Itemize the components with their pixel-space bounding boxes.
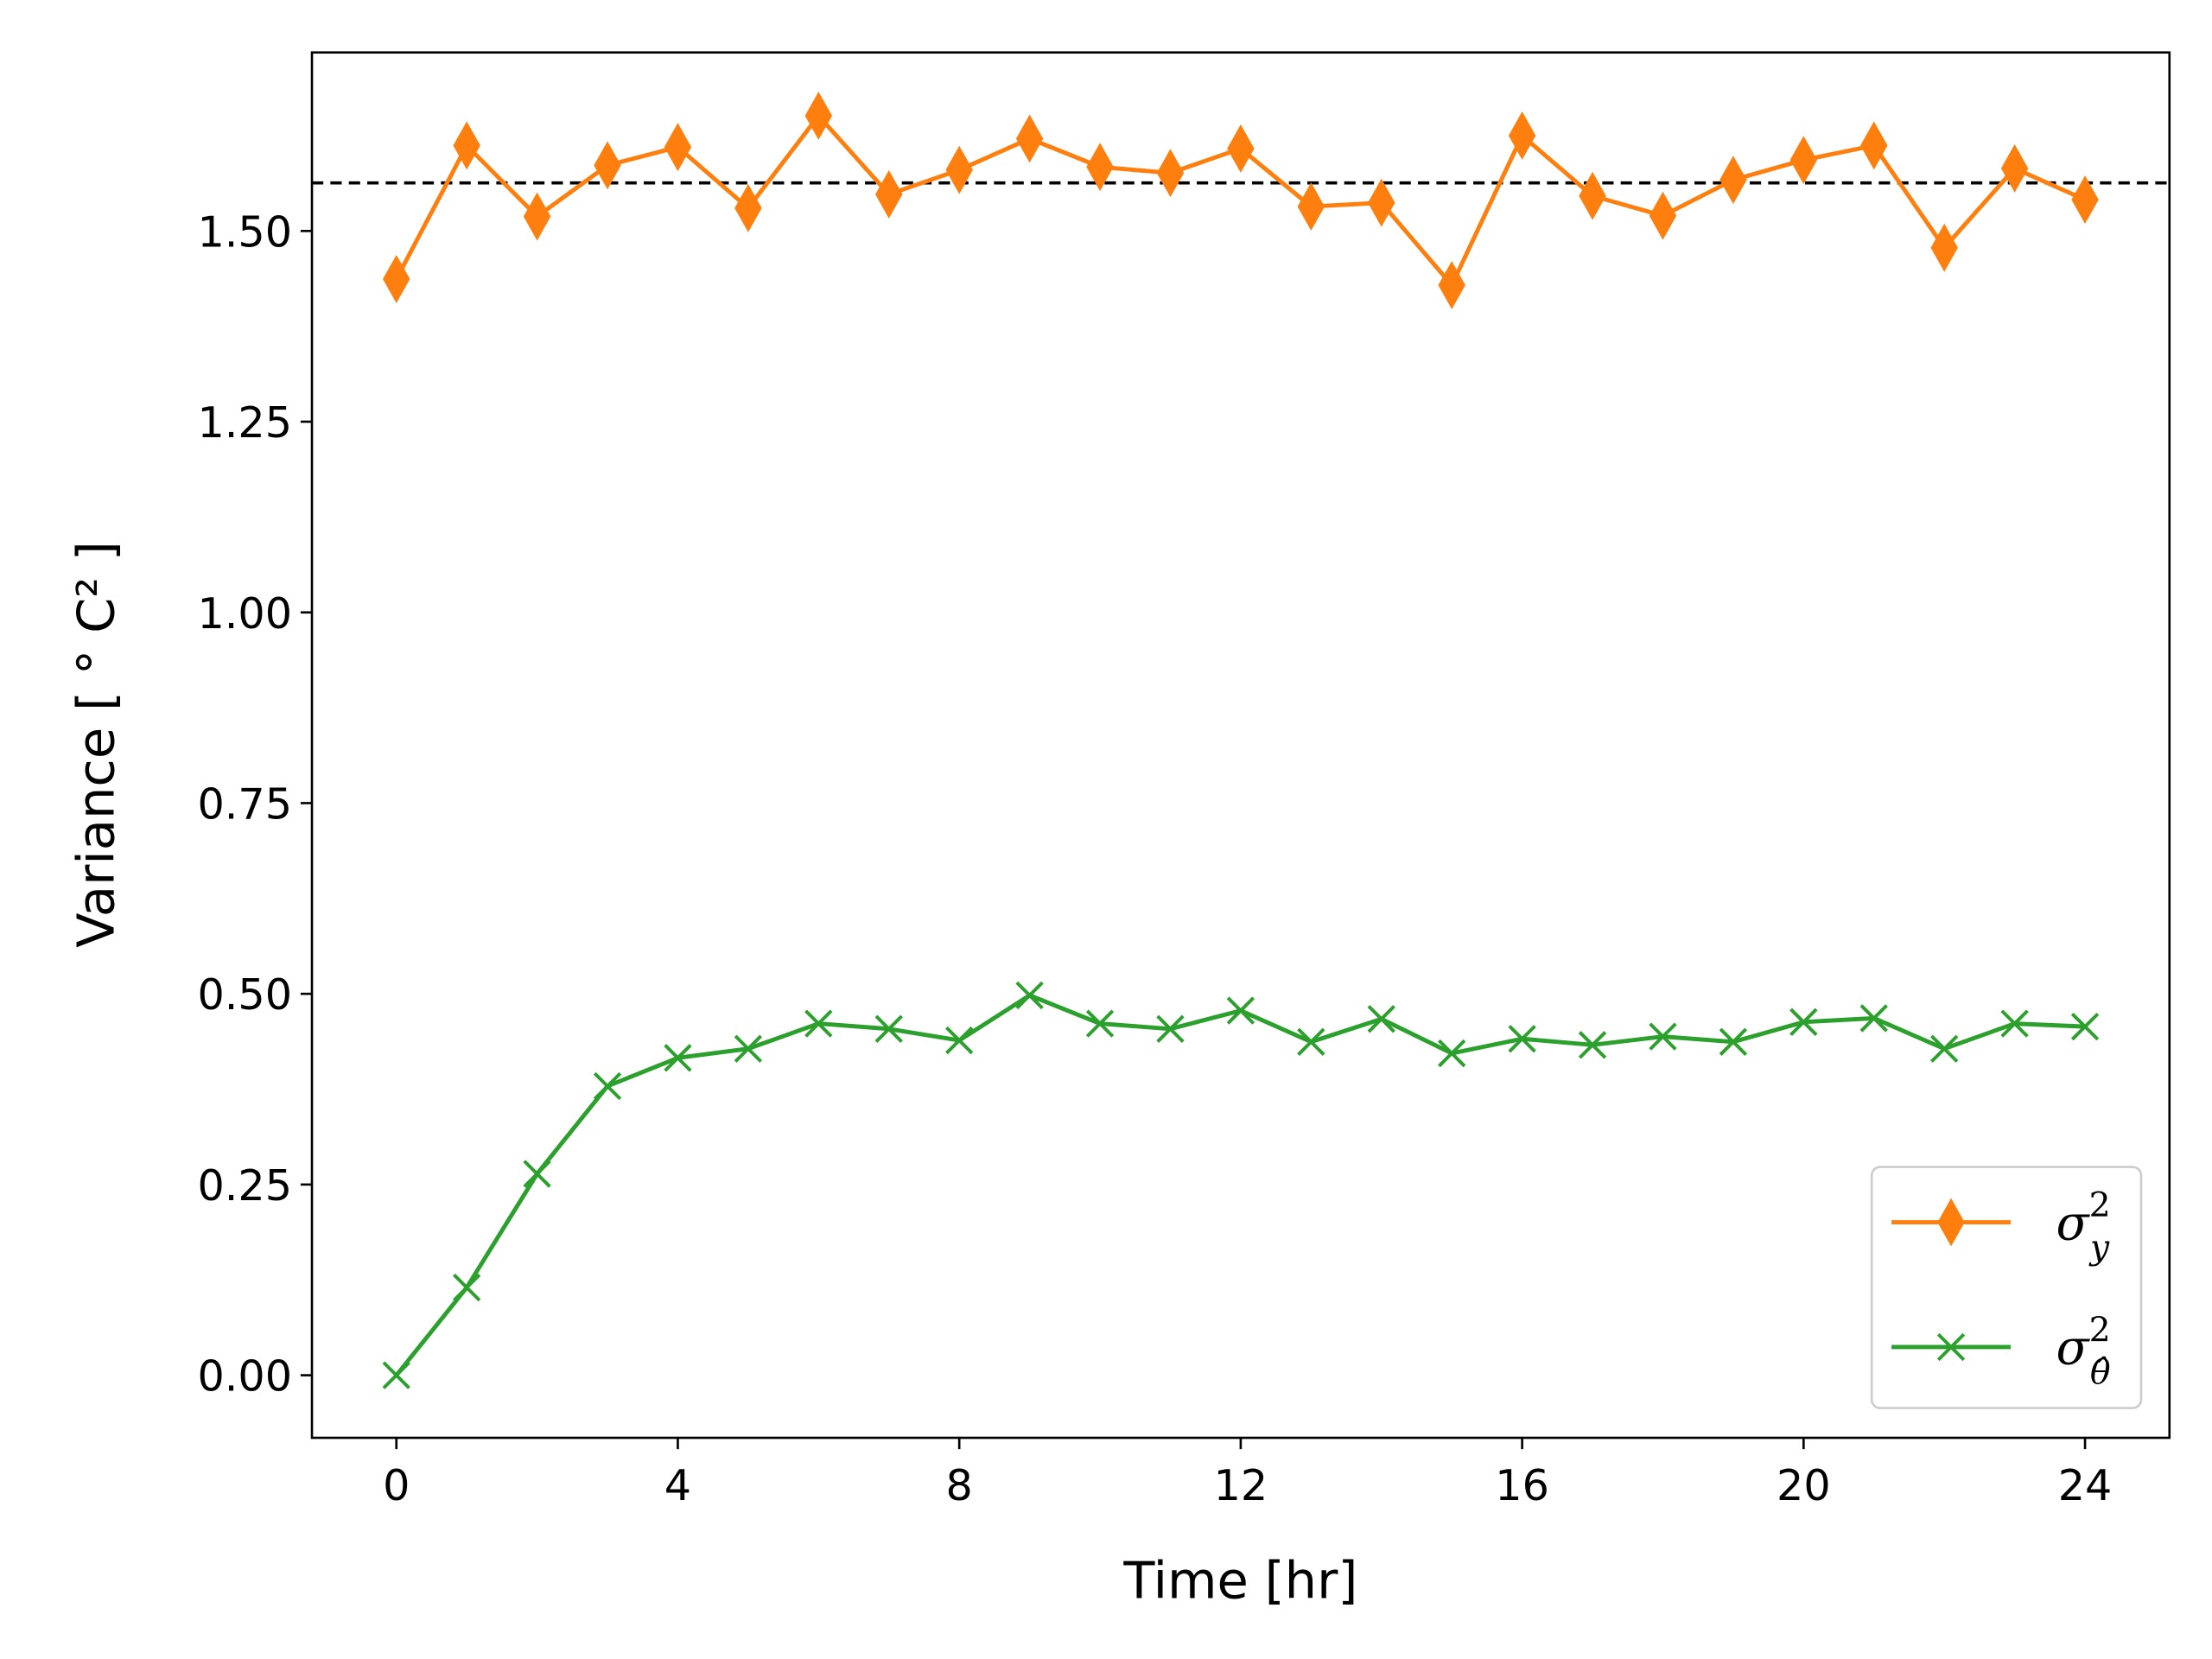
data-point [2000,1009,2029,1038]
data-point [382,1361,410,1389]
data-point [734,1034,763,1063]
series-line [394,993,2086,1377]
data-point [593,1071,622,1101]
legend-marker [1936,1332,1966,1362]
data-point [1438,1039,1466,1068]
data-point [453,121,480,170]
data-point [1367,1005,1395,1033]
data-point [1789,136,1818,185]
data-point [1086,143,1114,192]
data-point [664,123,692,172]
data-point [1156,149,1185,198]
y-axis-label: Variance [ ° C² ] [66,541,125,948]
data-point [1368,178,1395,227]
data-point [1015,114,1044,163]
x-axis: 0 4 8 12 16 20 24 [383,1438,2112,1510]
y-axis: 0.00 0.25 0.50 0.75 1.00 1.25 1.50 [197,207,313,1402]
y-tick-label: 0.00 [197,1351,292,1402]
data-point [804,92,833,140]
data-point [664,1044,692,1072]
data-point [1719,1027,1748,1056]
data-point [734,183,762,232]
y-tick-label: 0.25 [197,1160,292,1211]
data-point [945,1026,974,1055]
data-point [1859,1004,1888,1033]
data-point [1297,182,1325,231]
data-point [874,1014,903,1043]
x-tick-label: 16 [1495,1460,1549,1510]
legend-label: σ2 θ̂ [2056,1310,2110,1392]
data-point [1860,121,1888,170]
data-point [1789,1007,1818,1036]
x-tick-label: 24 [2058,1460,2113,1510]
data-point [945,145,973,194]
y-tick-label: 1.00 [197,588,292,639]
data-point [1156,1014,1185,1043]
data-point [523,1160,551,1188]
x-tick-label: 8 [946,1460,973,1510]
data-point [1649,1022,1677,1051]
data-point [1508,1025,1536,1053]
y-tick-label: 1.50 [197,207,292,257]
data-point [383,254,410,303]
y-tick-label: 1.25 [197,397,292,448]
data-point [1227,124,1255,173]
data-point [2000,143,2029,193]
data-point [875,170,903,219]
data-point [594,141,621,190]
legend-label: σ2 y [2056,1185,2110,1268]
data-point [1578,1031,1607,1059]
x-axis-label: Time [hr] [1122,1550,1357,1610]
plot-area [312,92,2170,1389]
data-point [2070,1012,2100,1041]
data-point [2071,175,2099,225]
series-sigma-theta-hat [382,981,2100,1389]
data-point [1719,156,1747,205]
data-point [1085,1009,1115,1038]
data-point [523,192,551,241]
data-point [804,1009,833,1038]
data-point [1930,1034,1959,1063]
data-point [1930,223,1958,272]
x-tick-label: 20 [1777,1460,1831,1510]
data-point [1438,261,1465,309]
data-point [453,1273,481,1302]
x-tick-label: 0 [383,1460,410,1510]
x-tick-label: 4 [664,1460,691,1510]
data-point [1226,996,1255,1025]
data-point [1579,171,1606,220]
data-point [1297,1027,1325,1056]
x-tick-label: 12 [1214,1460,1268,1510]
legend-marker [1937,1198,1965,1247]
y-tick-label: 0.75 [197,779,292,830]
series-sigma-y [383,92,2099,309]
legend: σ2 y σ2 θ̂ [1870,1166,2143,1409]
data-point [1649,191,1677,240]
data-point [1015,981,1044,1010]
data-point [1508,111,1536,160]
y-tick-label: 0.50 [197,969,292,1020]
